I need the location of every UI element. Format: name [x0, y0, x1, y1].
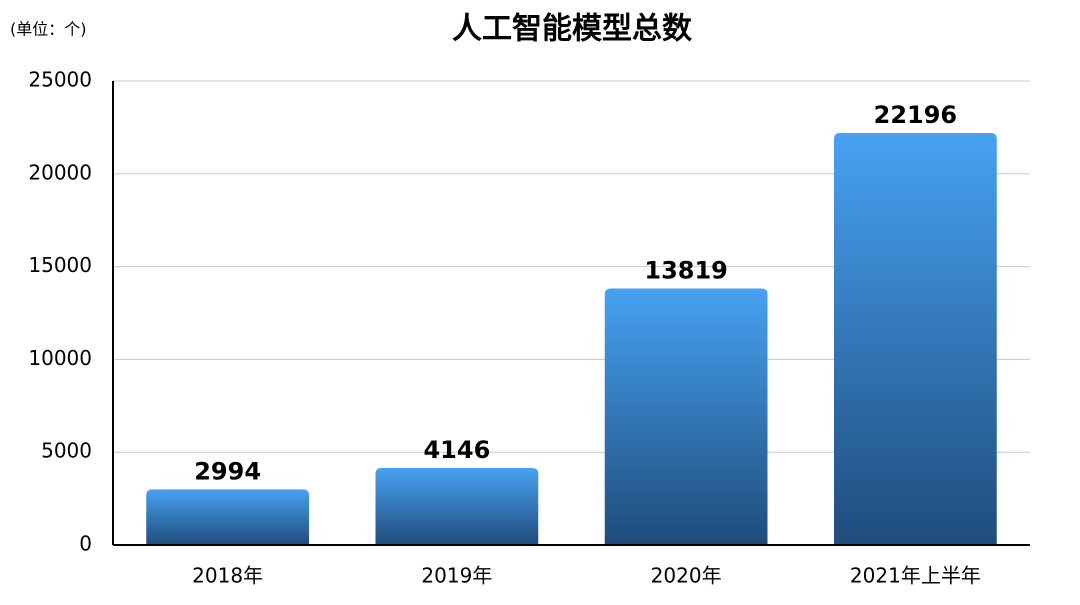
bar	[833, 133, 997, 545]
x-tick-label: 2021年上半年	[850, 564, 981, 588]
x-tick-label: 2019年	[421, 564, 492, 588]
value-label: 4146	[423, 436, 490, 464]
value-label: 2994	[194, 457, 261, 485]
y-tick-label: 0	[79, 532, 92, 556]
bar	[604, 288, 768, 545]
chart-title: 人工智能模型总数	[452, 12, 693, 47]
bar	[375, 468, 539, 545]
bar	[146, 489, 310, 545]
y-tick-label: 10000	[28, 346, 92, 370]
y-tick-label: 5000	[41, 439, 92, 463]
y-tick-label: 15000	[28, 253, 92, 277]
y-tick-label: 25000	[28, 68, 92, 92]
x-tick-label: 2020年	[651, 564, 722, 588]
value-label: 22196	[874, 101, 958, 129]
x-tick-label: 2018年	[192, 564, 263, 588]
unit-label: (单位：个)	[10, 20, 87, 39]
value-label: 13819	[644, 257, 728, 285]
y-tick-label: 20000	[28, 160, 92, 184]
